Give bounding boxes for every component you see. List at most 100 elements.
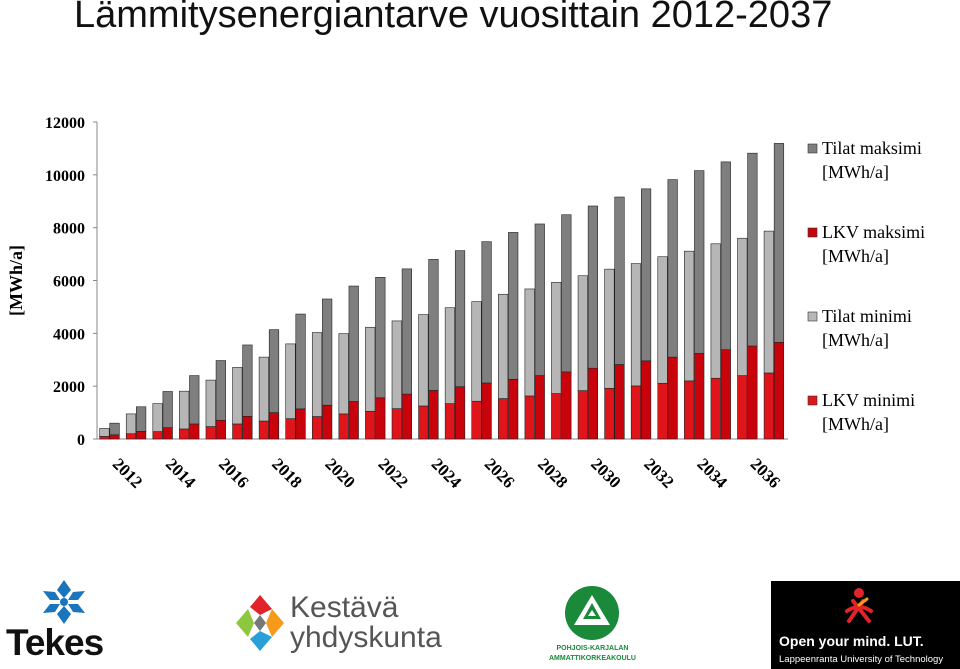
bar-lkv-maksimi <box>348 401 359 440</box>
kestava-yhdyskunta-logo: Kestävä yhdyskunta <box>232 591 452 661</box>
tekes-snowflake-icon <box>43 580 85 624</box>
bar-lkv-maksimi <box>694 353 705 440</box>
x-tick-label: 2028 <box>534 454 571 491</box>
bar-tilat-minimi <box>498 293 509 399</box>
bar-tilat-minimi <box>205 379 216 427</box>
bar-lkv-maksimi <box>295 408 306 440</box>
bar-lkv-minimi <box>551 393 562 440</box>
bar-lkv-maksimi <box>242 415 253 440</box>
bar-lkv-maksimi <box>136 431 147 440</box>
bar-lkv-maksimi <box>747 345 758 440</box>
bar-lkv-maksimi <box>109 434 120 440</box>
x-tick-label: 2036 <box>747 454 784 491</box>
legend-label: LKV minimi <box>822 390 915 410</box>
bar-tilat-minimi <box>684 250 695 382</box>
bar-lkv-minimi <box>311 416 323 440</box>
bar-tilat-maksimi <box>534 223 545 376</box>
x-tick-label: 2012 <box>109 454 146 491</box>
bar-tilat-minimi <box>551 282 562 394</box>
y-tick-label: 6000 <box>53 274 85 291</box>
bar-tilat-minimi <box>604 268 615 389</box>
bar-tilat-minimi <box>365 326 376 412</box>
bar-lkv-minimi <box>444 403 456 440</box>
bar-lkv-maksimi <box>322 404 333 440</box>
bar-tilat-minimi <box>258 356 269 422</box>
bar-lkv-maksimi <box>534 375 545 440</box>
bar-lkv-maksimi <box>614 364 625 440</box>
energy-demand-chart: 0 2000 4000 6000 8000 10000 12000 [MWh/a] 2012 20… <box>6 115 925 492</box>
legend-unit: [MWh/a] <box>822 414 889 434</box>
kestava-star-icon <box>236 595 284 651</box>
bar-tilat-maksimi <box>640 188 652 362</box>
bar-lkv-minimi <box>763 372 774 440</box>
kestava-line1: Kestävä <box>290 591 399 624</box>
y-tick-label: 8000 <box>53 221 85 238</box>
bar-tilat-maksimi <box>295 313 306 410</box>
lut-logo: Open your mind. LUT. Lappeenranta Univer… <box>771 581 960 669</box>
bar-lkv-maksimi <box>561 371 572 440</box>
bar-lkv-minimi <box>258 420 269 440</box>
bar-tilat-maksimi <box>322 298 333 406</box>
lut-university-name: Lappeenranta University of Technology <box>779 654 944 665</box>
bar-tilat-minimi <box>232 367 243 425</box>
bar-tilat-minimi <box>125 413 137 435</box>
x-tick-label: 2016 <box>215 454 252 491</box>
tekes-logo: Tekes <box>6 578 128 666</box>
x-tick-label: 2022 <box>375 454 412 491</box>
pkamk-line2: AMMATTIKORKEAKOULU <box>549 655 636 662</box>
pkamk-line1: POHJOIS-KARJALAN <box>556 645 629 652</box>
bar-tilat-maksimi <box>747 152 758 347</box>
bar-tilat-minimi <box>418 314 429 407</box>
legend-label: LKV maksimi <box>822 222 925 242</box>
bar-lkv-minimi <box>577 390 588 440</box>
bar-lkv-minimi <box>524 395 535 440</box>
bar-tilat-maksimi <box>481 241 492 384</box>
bar-tilat-maksimi <box>694 170 705 354</box>
bar-lkv-minimi <box>205 426 216 440</box>
bar-lkv-minimi <box>710 377 721 440</box>
bar-lkv-maksimi <box>375 397 386 440</box>
bar-lkv-maksimi <box>189 423 200 440</box>
bar-tilat-minimi <box>391 320 402 409</box>
bar-lkv-minimi <box>99 436 110 440</box>
tekes-wordmark: Tekes <box>6 622 104 663</box>
bar-lkv-minimi <box>285 418 296 440</box>
bar-tilat-minimi <box>630 263 642 387</box>
bar-tilat-maksimi <box>136 406 147 432</box>
y-tick-label: 0 <box>77 432 85 449</box>
y-axis-label: [MWh/a] <box>6 245 26 316</box>
bar-tilat-maksimi <box>215 360 226 421</box>
x-tick-label: 2024 <box>428 454 466 492</box>
y-tick-label: 4000 <box>53 326 85 343</box>
bar-lkv-maksimi <box>720 349 731 440</box>
legend-unit: [MWh/a] <box>822 246 889 266</box>
slide-title: Lämmitysenergiantarve vuosittain 2012-20… <box>74 0 833 36</box>
bar-lkv-minimi <box>657 382 668 440</box>
bar-tilat-maksimi <box>375 277 386 399</box>
bar-tilat-minimi <box>99 428 110 437</box>
bar-tilat-maksimi <box>508 232 519 380</box>
bar-lkv-minimi <box>391 408 402 440</box>
bar-lkv-minimi <box>179 428 190 440</box>
bar-lkv-minimi <box>365 410 376 440</box>
bar-tilat-maksimi <box>587 205 599 369</box>
bar-lkv-minimi <box>471 400 482 440</box>
legend-unit: [MWh/a] <box>822 330 889 350</box>
bar-lkv-maksimi <box>268 412 280 440</box>
bar-tilat-minimi <box>763 230 774 374</box>
x-tick-label: 2032 <box>640 454 677 491</box>
bar-tilat-maksimi <box>667 179 678 358</box>
x-tick-label: 2018 <box>268 454 305 491</box>
bar-tilat-maksimi <box>401 268 412 395</box>
bar-lkv-minimi <box>418 405 429 440</box>
bar-lkv-maksimi <box>162 427 173 440</box>
x-tick-label: 2014 <box>162 454 200 492</box>
bar-tilat-maksimi <box>614 196 625 365</box>
bar-lkv-maksimi <box>215 419 226 440</box>
bar-tilat-maksimi <box>561 214 572 373</box>
bar-lkv-minimi <box>338 413 349 440</box>
x-tick-label: 2026 <box>481 454 518 491</box>
lut-figure-icon <box>845 588 873 623</box>
bar-lkv-maksimi <box>640 360 652 440</box>
bar-tilat-minimi <box>657 256 668 384</box>
